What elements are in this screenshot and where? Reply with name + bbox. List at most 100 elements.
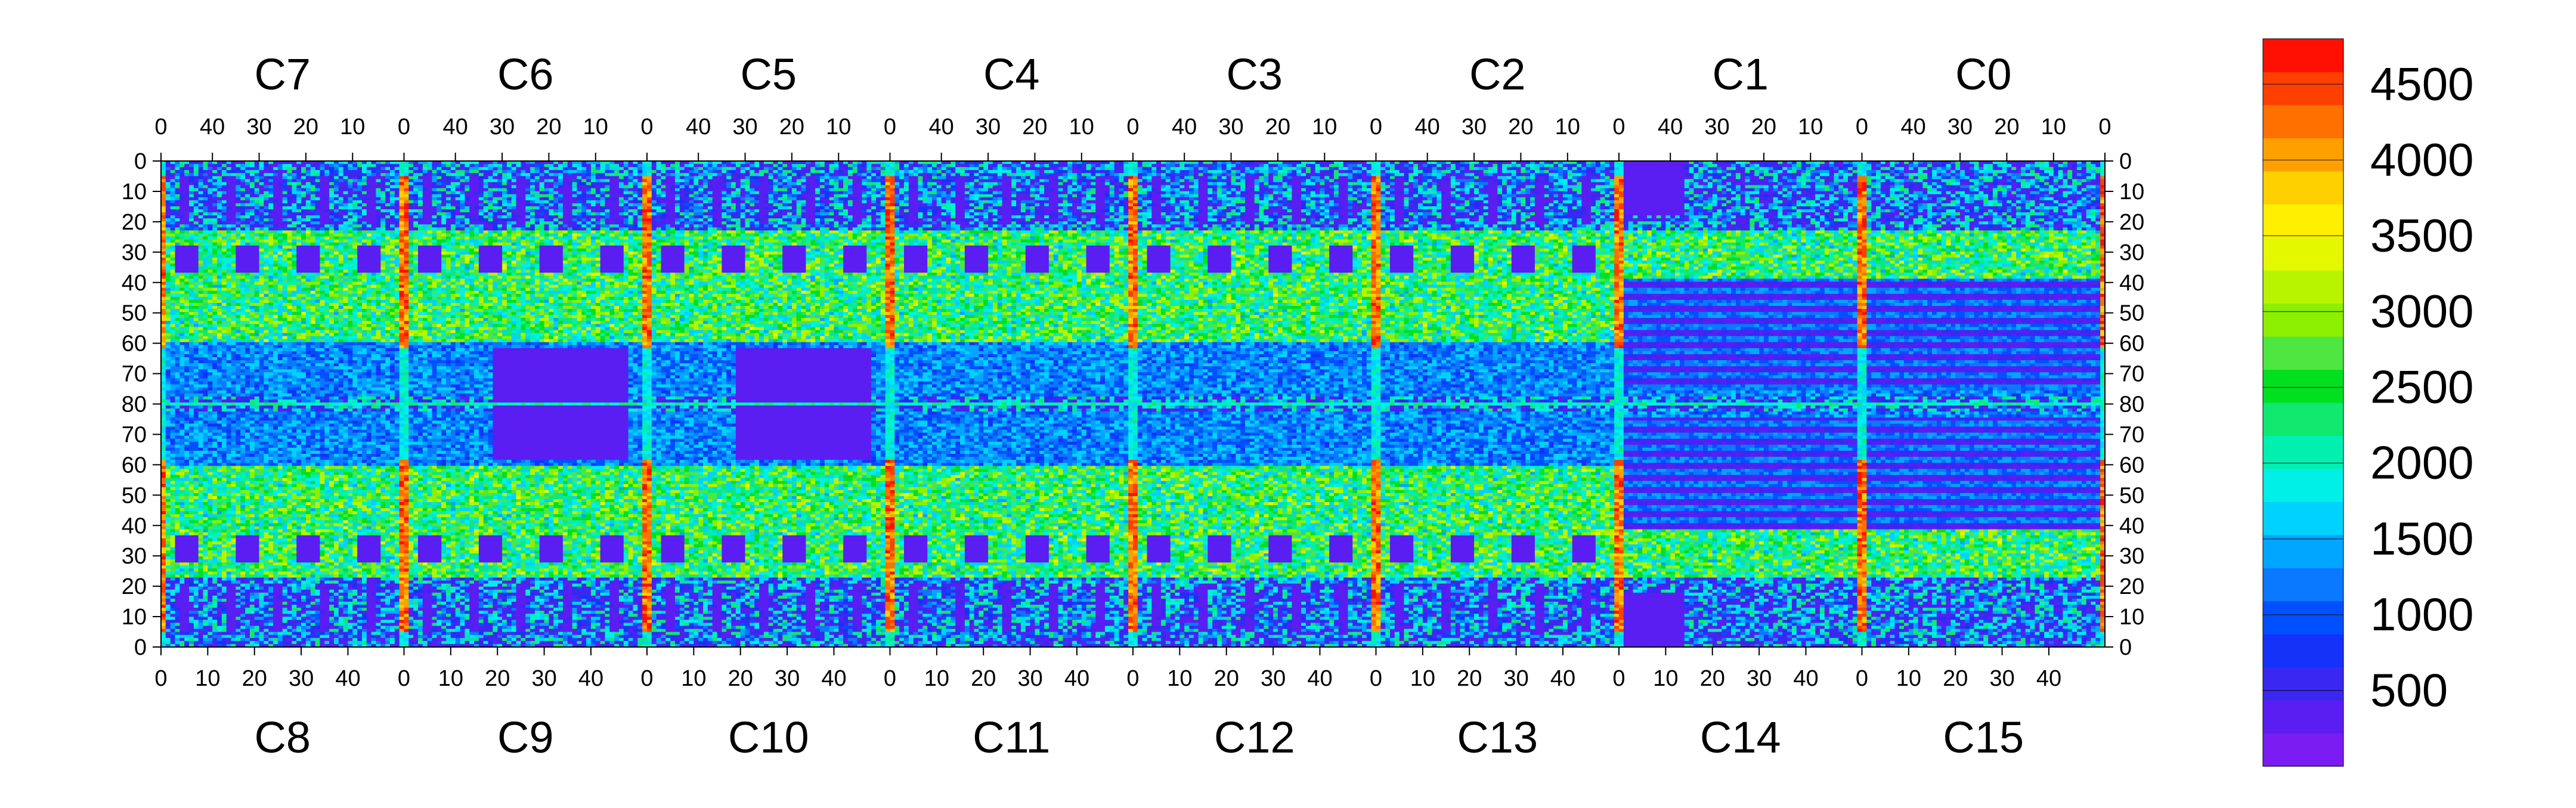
heatmap-cell (1787, 164, 1792, 168)
heatmap-cell (203, 176, 208, 179)
heatmap-cell (792, 173, 797, 177)
heatmap-cell (516, 164, 521, 168)
heatmap-cell (2021, 170, 2026, 174)
heatmap-cell (628, 176, 633, 179)
heatmap-cell (222, 176, 227, 179)
heatmap-cell (357, 164, 362, 168)
heatmap-cell (1493, 167, 1497, 171)
heatmap-cell (1764, 173, 1769, 177)
heatmap-cell (609, 170, 614, 174)
heatmap-cell (1324, 173, 1329, 177)
heatmap-cell (2086, 167, 2091, 171)
heatmap-cell (1189, 173, 1194, 177)
heatmap-cell (1572, 170, 1577, 174)
heatmap-cell (927, 164, 932, 168)
heatmap-cell (320, 173, 324, 177)
heatmap-cell (717, 164, 722, 168)
heatmap-cell (657, 173, 661, 177)
heatmap-cell (1380, 164, 1385, 168)
heatmap-cell (1698, 170, 1703, 174)
heatmap-cell (222, 167, 227, 171)
heatmap-cell (2067, 164, 2072, 168)
heatmap-cell (633, 170, 637, 174)
heatmap-cell (212, 164, 217, 168)
heatmap-cell (1680, 164, 1685, 168)
heatmap-cell (2063, 173, 2067, 177)
heatmap-cell (530, 170, 535, 174)
heatmap-cell (1745, 170, 1750, 174)
heatmap-cell (1778, 167, 1782, 171)
heatmap-cell (937, 173, 942, 177)
heatmap-cell (380, 170, 385, 174)
heatmap-cell (899, 173, 904, 177)
heatmap-cell (320, 164, 324, 168)
heatmap-cell (1932, 164, 1937, 168)
heatmap-cell (1838, 170, 1843, 174)
heatmap-cell (1717, 164, 1722, 168)
heatmap-cell (1614, 164, 1619, 168)
heatmap-cell (946, 167, 951, 171)
heatmap-cell (731, 164, 736, 168)
heatmap-cell (1914, 170, 1918, 174)
heatmap-cell (1731, 167, 1736, 171)
heatmap-cell (713, 164, 717, 168)
heatmap-cell (1825, 167, 1829, 171)
heatmap-cell (1965, 173, 1970, 177)
heatmap-cell (395, 164, 400, 168)
heatmap-cell (2072, 170, 2077, 174)
heatmap-cell (334, 173, 339, 177)
heatmap-cell (371, 176, 376, 179)
heatmap-cell (1086, 167, 1091, 171)
heatmap-cell (1296, 164, 1301, 168)
heatmap-cell (413, 173, 418, 177)
heatmap-cell (1572, 167, 1577, 171)
heatmap-cell (451, 173, 456, 177)
heatmap-cell (685, 176, 689, 179)
heatmap-cell (502, 164, 507, 168)
heatmap-cell (1002, 173, 1007, 177)
heatmap-cell (1965, 170, 1970, 174)
heatmap-cell (1792, 164, 1797, 168)
heatmap-cell (1591, 164, 1596, 168)
heatmap-cell (352, 167, 357, 171)
heatmap-cell (1128, 173, 1133, 177)
heatmap-cell (2030, 173, 2035, 177)
heatmap-cell (680, 176, 685, 179)
heatmap-cell (1030, 167, 1035, 171)
heatmap-cell (1670, 164, 1675, 168)
heatmap-cell (357, 170, 362, 174)
heatmap-cell (1376, 170, 1381, 174)
heatmap-cell (161, 173, 166, 177)
heatmap-cell (1581, 164, 1586, 168)
heatmap-cell (1759, 167, 1764, 171)
heatmap-cell (199, 173, 203, 177)
heatmap-cell (1465, 173, 1469, 177)
heatmap-cell (1577, 173, 1581, 177)
heatmap-cell (1820, 173, 1825, 177)
heatmap-cell (507, 167, 512, 171)
heatmap-cell (1843, 167, 1848, 171)
heatmap-cell (507, 170, 512, 174)
heatmap-cell (236, 176, 240, 179)
heatmap-cell (1507, 173, 1512, 177)
heatmap-cell (1175, 173, 1180, 177)
heatmap-cell (357, 173, 362, 177)
heatmap-cell (866, 170, 871, 174)
heatmap-cell (324, 176, 329, 179)
heatmap-cell (469, 176, 474, 179)
heatmap-cell (713, 173, 717, 177)
heatmap-cell (250, 170, 255, 174)
heatmap-cell (484, 164, 488, 168)
heatmap-cell (278, 167, 283, 171)
heatmap-cell (1866, 173, 1871, 177)
heatmap-cell (890, 170, 895, 174)
heatmap-cell (1436, 164, 1441, 168)
heatmap-cell (1054, 164, 1058, 168)
heatmap-cell (1614, 170, 1619, 174)
heatmap-cell (1147, 167, 1152, 171)
heatmap-cell (787, 167, 792, 171)
heatmap-cell (1778, 164, 1782, 168)
heatmap-cell (1380, 170, 1385, 174)
heatmap-cell (1932, 173, 1937, 177)
heatmap-cell (1946, 173, 1951, 177)
